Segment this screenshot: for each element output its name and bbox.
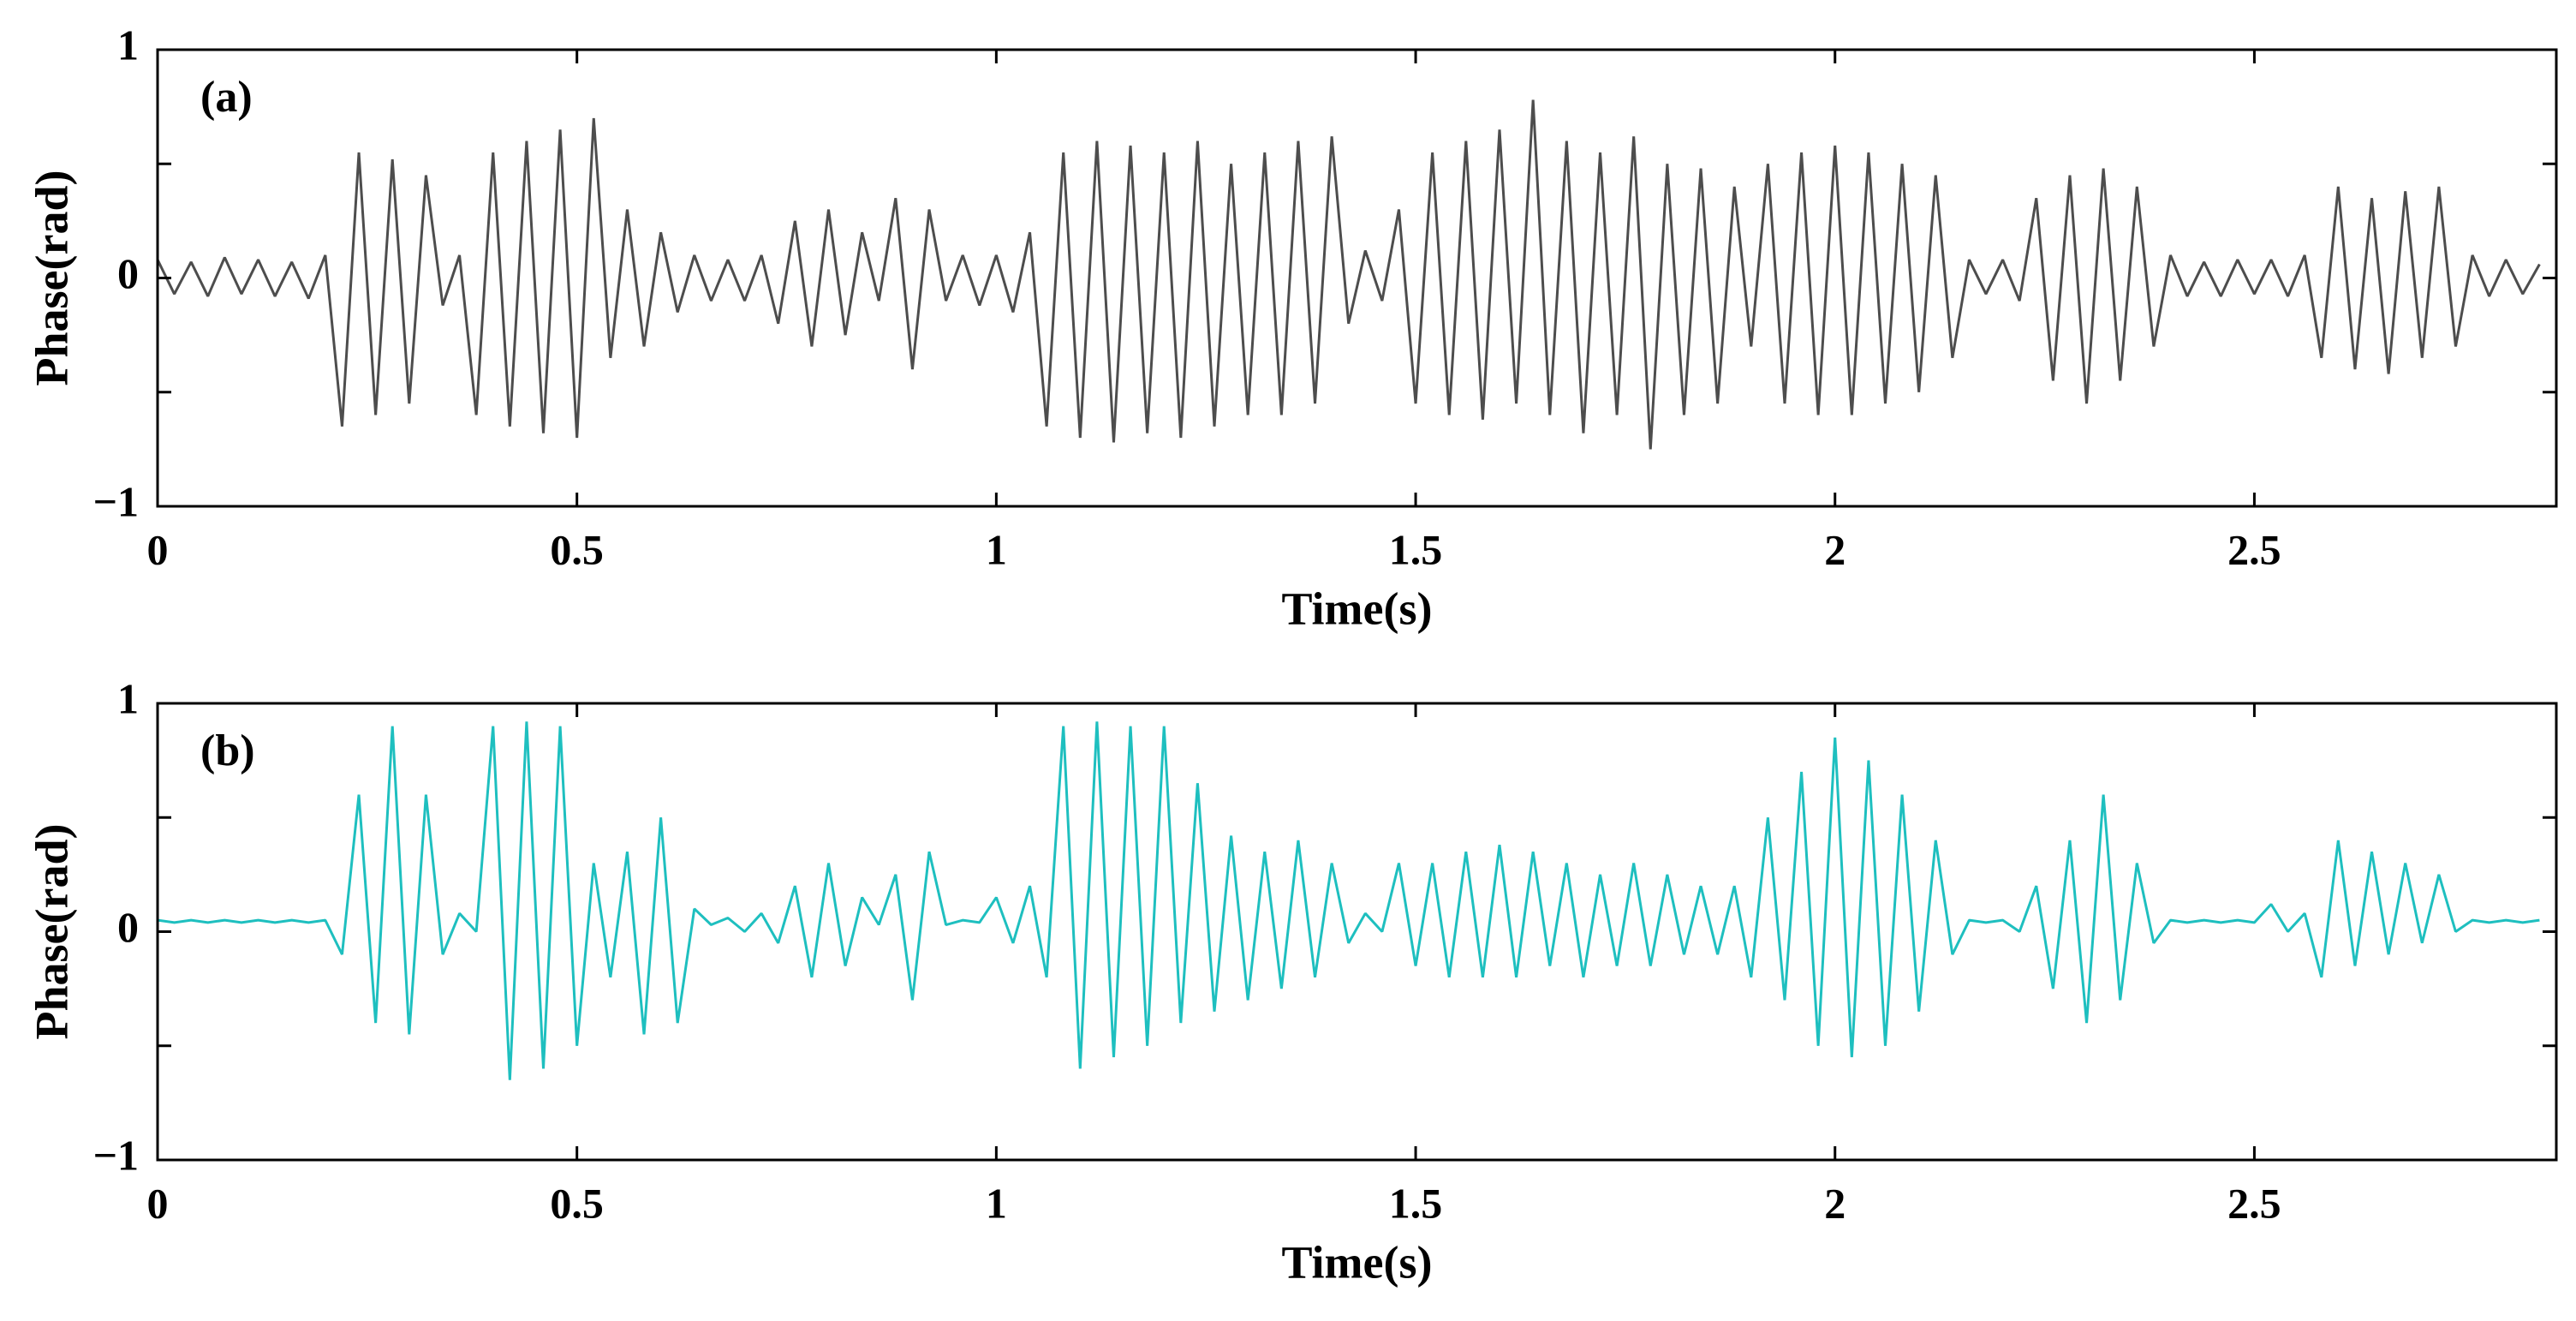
x-tick-label: 2 — [1824, 1179, 1846, 1227]
x-axis-label: Time(s) — [1282, 1236, 1433, 1288]
x-tick-label: 2.5 — [2227, 1179, 2281, 1227]
x-tick-label: 1.5 — [1389, 1179, 1443, 1227]
waveform — [158, 721, 2540, 1080]
x-tick-label: 2 — [1824, 525, 1846, 573]
panel: 0 0.5 1 1.5 2 2.5−101(b)Time(s)Phase(rad) — [26, 674, 2558, 1288]
x-tick-label: 1 — [986, 525, 1007, 573]
y-tick-label: 0 — [117, 903, 139, 951]
x-tick-label: 0.5 — [550, 525, 604, 573]
panel-label: (a) — [200, 73, 253, 122]
y-tick-label: 1 — [117, 674, 139, 722]
y-axis-label: Phase(rad) — [26, 170, 77, 386]
y-tick-label: −1 — [93, 477, 140, 525]
plot-area — [158, 721, 2540, 1080]
y-tick-label: −1 — [93, 1131, 140, 1179]
x-tick-label: 0 — [147, 1179, 169, 1227]
x-axis-label: Time(s) — [1282, 583, 1433, 634]
y-axis-label: Phase(rad) — [26, 824, 77, 1040]
panel: 0 0.5 1 1.5 2 2.5−101(a)Time(s)Phase(rad) — [26, 21, 2558, 634]
x-tick-label: 0.5 — [550, 1179, 604, 1227]
y-tick-label: 0 — [117, 249, 139, 297]
waveform — [158, 99, 2541, 450]
x-tick-label: 1 — [986, 1179, 1007, 1227]
x-tick-label: 1.5 — [1389, 525, 1443, 573]
x-tick-label: 0 — [147, 525, 169, 573]
y-tick-label: 1 — [117, 21, 139, 69]
plot-area — [158, 99, 2541, 450]
panel-label: (b) — [200, 726, 255, 775]
x-tick-label: 2.5 — [2227, 525, 2281, 573]
